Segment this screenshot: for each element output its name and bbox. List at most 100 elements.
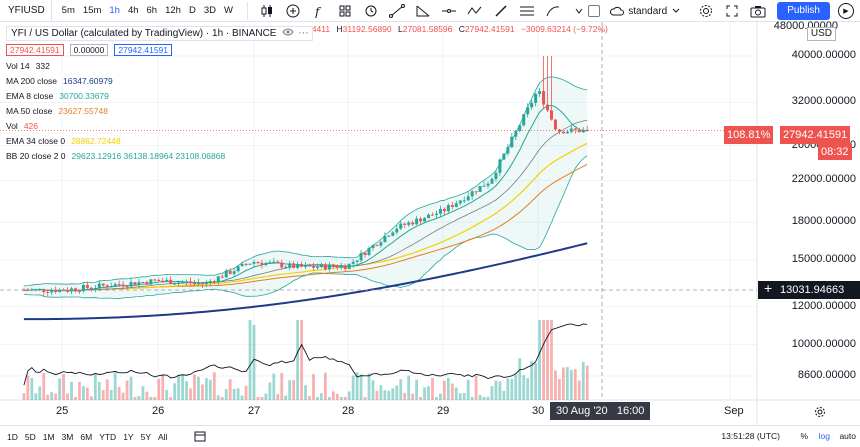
- legend-title[interactable]: YFI / US Dollar (calculated by TradingVi…: [6, 26, 314, 41]
- candle-body: [399, 223, 403, 229]
- brush-icon[interactable]: [543, 1, 563, 21]
- candle-body: [208, 281, 212, 283]
- candle-body: [232, 271, 236, 274]
- axis-settings-icon[interactable]: [814, 406, 826, 421]
- volume-bar: [177, 374, 181, 400]
- compare-checkbox[interactable]: [588, 5, 601, 17]
- indicators-icon[interactable]: f: [309, 1, 329, 21]
- pencil-icon[interactable]: [491, 1, 511, 21]
- alert-icon[interactable]: [361, 1, 381, 21]
- candle-body: [506, 147, 510, 154]
- range-all[interactable]: All: [158, 431, 168, 442]
- range-ytd[interactable]: YTD: [99, 431, 117, 442]
- price-tick-label: 18000.00000: [791, 215, 856, 228]
- candle-body: [581, 129, 585, 133]
- more-tools-icon[interactable]: [569, 1, 589, 21]
- templates-icon[interactable]: [335, 1, 355, 21]
- volume-bar: [113, 372, 117, 400]
- add-indicator-icon[interactable]: [283, 1, 303, 21]
- indicator-row[interactable]: MA 50 close 23627.55748: [6, 106, 313, 116]
- candle-body: [335, 266, 339, 268]
- replay-icon[interactable]: ▶: [838, 3, 854, 19]
- volume-bar: [550, 320, 553, 400]
- candle-body: [189, 281, 193, 283]
- go-to-date-icon[interactable]: [194, 430, 206, 445]
- range-5d[interactable]: 5D: [24, 431, 36, 442]
- candle-body: [161, 280, 165, 282]
- interval-3d[interactable]: 3D: [203, 5, 216, 16]
- volume-bar: [264, 393, 268, 400]
- interval-6h[interactable]: 6h: [146, 5, 158, 16]
- plus-icon[interactable]: +: [764, 280, 773, 296]
- interval-4h[interactable]: 4h: [127, 5, 139, 16]
- chart-style-select[interactable]: standard: [610, 6, 681, 17]
- indicator-row[interactable]: EMA 8 close 30700.33679: [6, 91, 313, 101]
- symbol-search[interactable]: YFIUSD: [0, 0, 52, 22]
- candles-icon[interactable]: [257, 1, 277, 21]
- volume-bar: [189, 388, 192, 400]
- volume-bar: [54, 393, 58, 400]
- fib-icon[interactable]: [413, 1, 433, 21]
- volume-bar: [304, 385, 307, 400]
- volume-bar: [395, 385, 399, 400]
- camera-icon[interactable]: [748, 1, 768, 21]
- candle-body: [355, 260, 359, 262]
- price-chart[interactable]: [0, 22, 860, 425]
- range-1m[interactable]: 1M: [42, 431, 55, 442]
- range-5y[interactable]: 5Y: [140, 431, 151, 442]
- auto-toggle[interactable]: auto: [839, 431, 856, 441]
- publish-button[interactable]: Publish: [777, 2, 830, 20]
- volume-bar: [446, 377, 450, 400]
- volume-bar: [407, 375, 411, 400]
- interval-5m[interactable]: 5m: [61, 5, 75, 16]
- volume-bar: [316, 397, 319, 400]
- volume-bar: [542, 320, 545, 400]
- chart-area[interactable]: YFI / US Dollar (calculated by TradingVi…: [0, 20, 860, 425]
- indicator-row[interactable]: Vol 14 332: [6, 61, 313, 71]
- bid-box[interactable]: 27942.41591: [6, 44, 64, 56]
- interval-15m[interactable]: 15m: [82, 5, 102, 16]
- candle-body: [42, 288, 46, 293]
- interval-d[interactable]: D: [188, 5, 196, 16]
- measure-icon[interactable]: [517, 1, 537, 21]
- volume-bar: [502, 390, 506, 400]
- volume-bar: [439, 393, 442, 400]
- horizontal-line-icon[interactable]: [439, 1, 459, 21]
- settings-icon[interactable]: [696, 1, 716, 21]
- candle-body: [236, 266, 240, 272]
- log-toggle[interactable]: log: [818, 431, 830, 441]
- candle-body: [308, 265, 312, 267]
- pattern-icon[interactable]: [465, 1, 485, 21]
- countdown-box: 08:32: [818, 144, 852, 160]
- range-1y[interactable]: 1Y: [123, 431, 134, 442]
- volume-bar: [355, 372, 359, 400]
- trend-line-icon[interactable]: [387, 1, 407, 21]
- indicator-value: 30700.33679: [59, 91, 109, 101]
- fullscreen-icon[interactable]: [722, 1, 742, 21]
- indicator-row[interactable]: Vol 426: [6, 121, 313, 131]
- ask-box[interactable]: 27942.41591: [114, 44, 173, 56]
- more-icon[interactable]: ⋯: [298, 28, 309, 39]
- indicator-row[interactable]: BB 20 close 2 0 29623.12916 36138.18964 2…: [6, 151, 313, 161]
- currency-tag[interactable]: USD: [806, 27, 836, 41]
- volume-bar: [331, 391, 335, 400]
- range-1d[interactable]: 1D: [7, 431, 18, 442]
- percent-toggle[interactable]: %: [800, 431, 808, 441]
- indicator-row[interactable]: EMA 34 close 0 28862.72448: [6, 136, 313, 146]
- interval-1h[interactable]: 1h: [109, 5, 120, 16]
- volume-bar: [292, 380, 296, 400]
- volume-bar: [284, 395, 288, 400]
- eye-icon[interactable]: [282, 28, 295, 39]
- candle-body: [240, 263, 244, 267]
- range-3m[interactable]: 3M: [61, 431, 74, 442]
- range-6m[interactable]: 6M: [80, 431, 93, 442]
- utc-clock[interactable]: 13:51:28 (UTC): [721, 431, 780, 441]
- volume-bar: [411, 393, 415, 400]
- time-tick-label: Sep: [724, 405, 744, 417]
- indicator-row[interactable]: MA 200 close 16347.60979: [6, 76, 313, 86]
- candle-body: [486, 183, 490, 186]
- interval-12h[interactable]: 12h: [165, 5, 181, 16]
- volume-bar: [546, 320, 549, 400]
- candle-body: [149, 279, 153, 285]
- interval-w[interactable]: W: [223, 5, 233, 16]
